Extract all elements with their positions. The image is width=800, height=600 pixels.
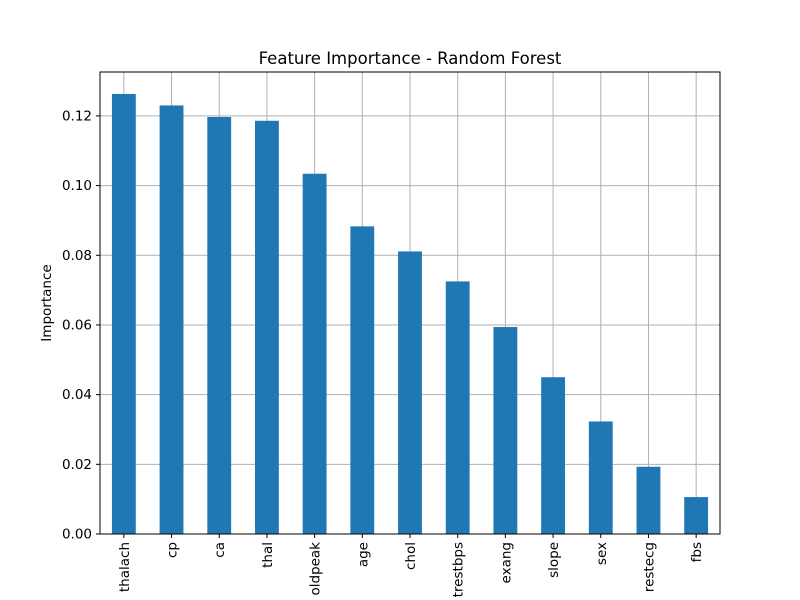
y-tick-label: 0.06 [62,317,92,333]
x-tick-label: ca [212,542,228,558]
y-tick-label: 0.02 [62,457,92,473]
bar-restecg [636,466,661,534]
bar-oldpeak [302,173,327,535]
bar-thalach [111,93,136,534]
x-tick-label: chol [403,542,419,570]
x-tick-label: oldpeak [308,542,324,596]
bar-cp [159,105,184,534]
bar-exang [493,327,518,534]
x-tick-label: fbs [689,542,705,562]
x-tick-label: exang [498,542,514,583]
bar-trestbps [445,281,470,534]
y-tick-label: 0.00 [62,527,92,543]
bar-ca [207,116,232,534]
bar-fbs [684,497,709,534]
bar-thal [255,120,279,534]
chart-title: Feature Importance - Random Forest [259,49,562,68]
x-tick-label: thalach [117,542,133,592]
x-tick-label: thal [260,542,276,568]
y-tick-label: 0.10 [62,178,92,194]
bars [111,93,709,535]
bar-slope [541,377,565,534]
x-tick-label: restecg [641,542,657,592]
y-tick-label: 0.08 [62,248,92,264]
y-axis: 0.00 0.02 0.04 0.06 0.08 0.10 0.12 [62,108,100,543]
bar-sex [588,421,613,534]
x-tick-label: sex [594,542,610,565]
x-tick-label: slope [546,542,562,578]
bar-chol [398,251,422,534]
x-axis: thalach cp ca thal oldpeak age chol trestbps exa… [117,534,705,597]
x-tick-label: age [355,542,371,567]
x-tick-label: cp [165,542,181,558]
bar-age [350,226,375,534]
y-axis-label: Importance [39,264,55,341]
y-tick-label: 0.12 [62,108,92,124]
y-tick-label: 0.04 [62,387,92,403]
x-tick-label: trestbps [451,542,467,597]
